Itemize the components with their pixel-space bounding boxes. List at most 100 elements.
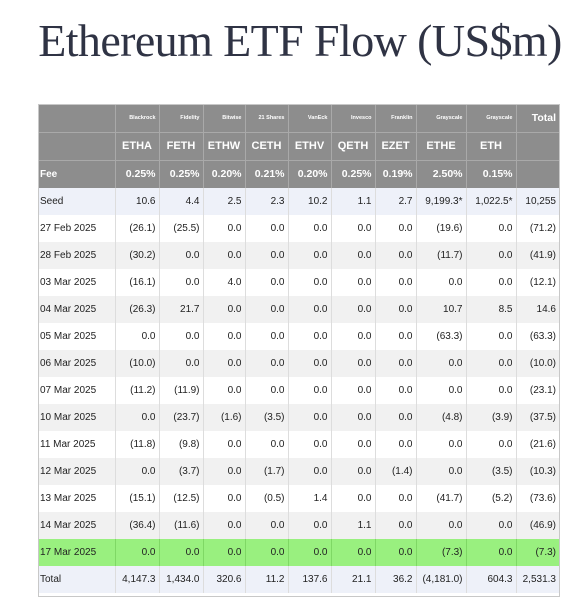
flow-cell: (30.2): [115, 242, 160, 269]
flow-cell: (19.6): [416, 215, 467, 242]
flow-cell: 0.0: [331, 350, 376, 377]
ticker-header: CETH: [245, 132, 289, 161]
flow-cell: 1.4: [288, 485, 332, 512]
flow-cell: 0.0: [375, 377, 417, 404]
seed-cell: 1.1: [331, 188, 376, 215]
flow-cell: 0.0: [375, 539, 417, 566]
flow-cell: 10.7: [416, 296, 467, 323]
flow-cell: 0.0: [288, 215, 332, 242]
flow-cell: 0.0: [466, 377, 517, 404]
flow-cell: 0.0: [203, 377, 246, 404]
fee-cell: 0.25%: [159, 160, 204, 188]
flow-cell: (1.7): [245, 458, 289, 485]
table-row: 03 Mar 2025 (16.1) 0.0 4.0 0.0 0.0 0.0 0.0 0.0 0.…: [38, 269, 559, 296]
flow-cell: 0.0: [159, 350, 204, 377]
table-row: 10 Mar 2025 0.0 (23.7) (1.6) (3.5) 0.0 0.0 0.0(…: [38, 404, 559, 431]
flow-cell: (1.6): [203, 404, 246, 431]
flow-cell: 0.0: [331, 269, 376, 296]
flow-cell: (15.1): [115, 485, 160, 512]
flow-cell: 0.0: [288, 404, 332, 431]
flow-cell: (36.4): [115, 512, 160, 539]
date-cell: 17 Mar 2025: [38, 539, 116, 566]
flow-cell: 0.0: [416, 512, 467, 539]
row-total-cell: (73.6): [516, 485, 559, 512]
total-column-header: Total: [516, 104, 559, 133]
flow-cell: 0.0: [203, 512, 246, 539]
flow-cell: 0.0: [203, 323, 246, 350]
seed-cell: 2.3: [245, 188, 289, 215]
ticker-header: EZET: [375, 132, 417, 161]
flow-cell: 0.0: [245, 296, 289, 323]
table-row: 07 Mar 2025 (11.2) (11.9) 0.0 0.0 0.0 0.0 0.0 0.…: [38, 377, 559, 404]
flow-cell: 0.0: [375, 323, 417, 350]
row-total-cell: (46.9): [516, 512, 559, 539]
corner-cell: [38, 132, 116, 161]
row-total-cell: (71.2): [516, 215, 559, 242]
row-label: Seed: [38, 188, 116, 215]
fee-row: Fee 0.25% 0.25% 0.20% 0.21% 0.20% 0.25% …: [38, 160, 559, 188]
flow-cell: 1.1: [331, 512, 376, 539]
flow-cell: 0.0: [331, 323, 376, 350]
total-cell: 11.2: [245, 566, 289, 593]
flow-cell: (11.9): [159, 377, 204, 404]
seed-cell: 1,022.5*: [466, 188, 517, 215]
flow-cell: 0.0: [375, 296, 417, 323]
flow-cell: 0.0: [159, 323, 204, 350]
flow-cell: (5.2): [466, 485, 517, 512]
flow-cell: 0.0: [466, 539, 517, 566]
flow-cell: (23.7): [159, 404, 204, 431]
total-cell: 4,147.3: [115, 566, 160, 593]
issuer-header: Bitwise: [203, 104, 246, 133]
table-row: 04 Mar 2025 (26.3) 21.7 0.0 0.0 0.0 0.0 0.0 10.7…: [38, 296, 559, 323]
seed-cell: 2.7: [375, 188, 417, 215]
date-cell: 10 Mar 2025: [38, 404, 116, 431]
flow-cell: 0.0: [375, 485, 417, 512]
ticker-header: FETH: [159, 132, 204, 161]
flow-cell: 0.0: [245, 431, 289, 458]
flow-cell: (11.8): [115, 431, 160, 458]
flow-cell: (3.9): [466, 404, 517, 431]
flow-cell: 0.0: [466, 431, 517, 458]
issuer-header: Grayscale: [416, 104, 467, 133]
flow-cell: (12.5): [159, 485, 204, 512]
flow-cell: 0.0: [203, 350, 246, 377]
table-body: Blackrock Fidelity Bitwise 21 Shares Van…: [38, 104, 559, 593]
flow-cell: 0.0: [288, 458, 332, 485]
flow-cell: 0.0: [245, 242, 289, 269]
row-total-cell: (37.5): [516, 404, 559, 431]
ticker-header: ETHV: [288, 132, 332, 161]
date-cell: 27 Feb 2025: [38, 215, 116, 242]
row-total-cell: (23.1): [516, 377, 559, 404]
date-cell: 07 Mar 2025: [38, 377, 116, 404]
table-row: 06 Mar 2025 (10.0) 0.0 0.0 0.0 0.0 0.0 0.0 0.0 0.…: [38, 350, 559, 377]
table-row: 13 Mar 2025 (15.1) (12.5) 0.0 (0.5) 1.4 0.0 0.0…: [38, 485, 559, 512]
seed-cell: 2.5: [203, 188, 246, 215]
row-total-cell: (63.3): [516, 323, 559, 350]
flow-cell: 4.0: [203, 269, 246, 296]
table-row: 12 Mar 2025 0.0 (3.7) 0.0 (1.7) 0.0 0.0 (1.4) 0.…: [38, 458, 559, 485]
flow-cell: 0.0: [416, 350, 467, 377]
seed-cell: 10.6: [115, 188, 160, 215]
flow-cell: (26.3): [115, 296, 160, 323]
flow-cell: 0.0: [331, 296, 376, 323]
row-total-cell: (10.0): [516, 350, 559, 377]
flow-cell: 0.0: [288, 377, 332, 404]
seed-cell: 9,199.3*: [416, 188, 467, 215]
flow-cell: 0.0: [288, 242, 332, 269]
flow-cell: 0.0: [159, 539, 204, 566]
flow-cell: 0.0: [288, 350, 332, 377]
flow-cell: 0.0: [416, 431, 467, 458]
flow-cell: 0.0: [416, 458, 467, 485]
total-cell: (4,181.0): [416, 566, 467, 593]
table-row: 27 Feb 2025 (26.1) (25.5) 0.0 0.0 0.0 0.0 0.0 (1…: [38, 215, 559, 242]
fee-total-cell: [516, 160, 559, 188]
flow-cell: (63.3): [416, 323, 467, 350]
issuer-header-row: Blackrock Fidelity Bitwise 21 Shares Van…: [38, 104, 559, 133]
row-label: Total: [38, 566, 116, 593]
ticker-header: ETH: [466, 132, 517, 161]
flow-cell: (11.6): [159, 512, 204, 539]
flow-cell: 0.0: [203, 458, 246, 485]
table-row: 17 Mar 2025 0.0 0.0 0.0 0.0 0.0 0.0 0.0 (7.3) 0.0…: [38, 539, 559, 566]
flow-cell: 0.0: [466, 215, 517, 242]
flow-cell: (11.2): [115, 377, 160, 404]
